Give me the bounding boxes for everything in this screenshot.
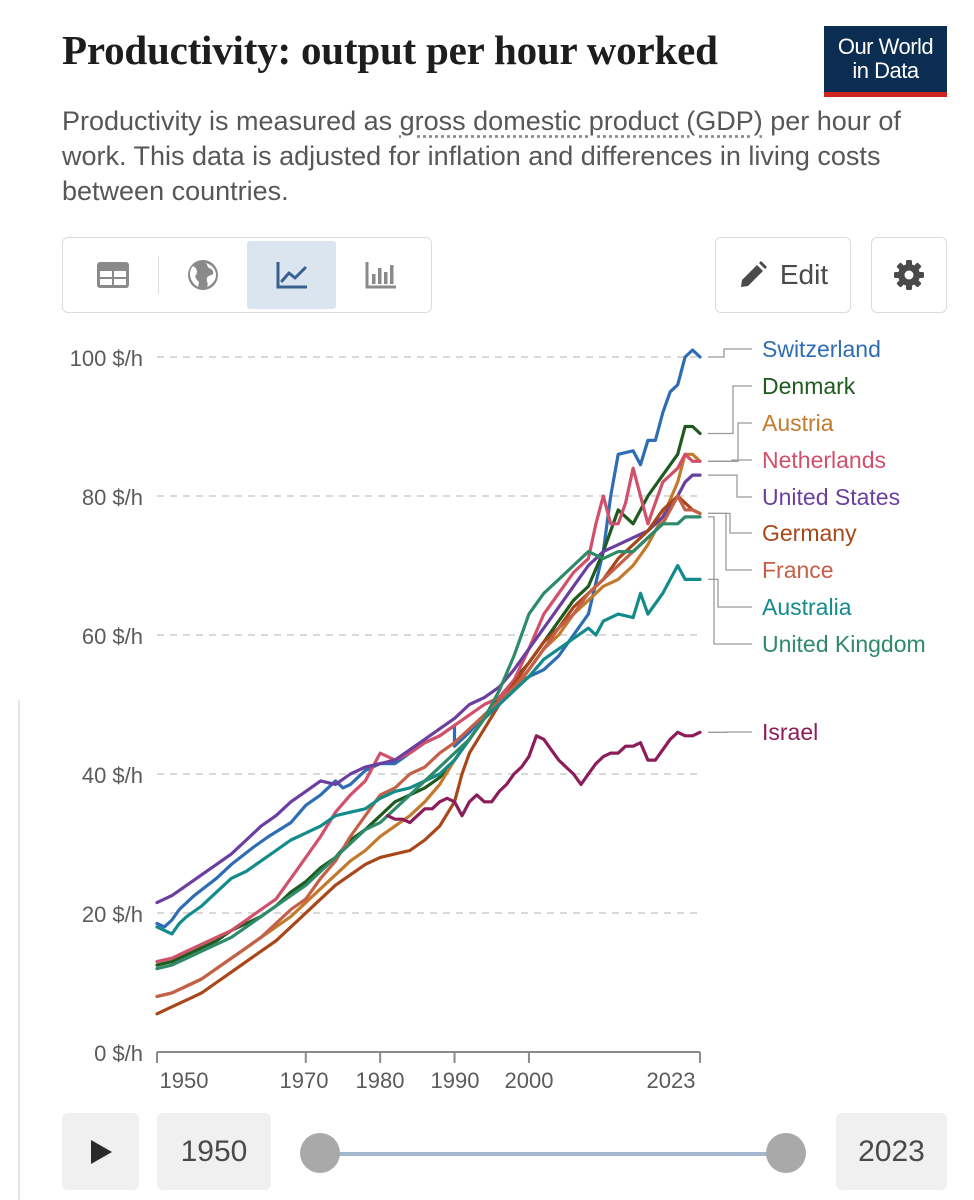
globe-icon	[188, 260, 219, 290]
series-label-denmark: Denmark	[762, 373, 856, 399]
series-label-germany: Germany	[762, 520, 857, 546]
series-line-denmark	[155, 424, 702, 967]
play-icon	[90, 1139, 112, 1164]
y-tick-label: 20 $/h	[82, 902, 143, 927]
x-axis: 1950 1970 1980 1990 2000 2023	[156, 1051, 701, 1093]
y-tick-label: 0 $/h	[94, 1041, 143, 1066]
pencil-icon	[740, 261, 767, 287]
series-line-united-states	[155, 473, 702, 905]
gear-icon	[894, 260, 924, 290]
series-line-australia	[155, 563, 702, 936]
line-chart-icon	[276, 262, 307, 289]
label-connector	[708, 348, 752, 358]
left-border	[18, 700, 20, 1200]
y-tick-label: 80 $/h	[82, 485, 143, 510]
y-tick-label: 40 $/h	[82, 763, 143, 788]
settings-button[interactable]	[871, 237, 947, 313]
x-tick-label: 1970	[280, 1068, 329, 1093]
tab-bar-chart[interactable]	[336, 241, 425, 309]
series-label-united-states: United States	[762, 484, 900, 510]
series-label-austria: Austria	[762, 410, 834, 436]
series-line-france	[155, 494, 702, 998]
edit-button[interactable]: Edit	[715, 237, 851, 313]
series-lines	[155, 348, 702, 1016]
edit-label: Edit	[779, 259, 829, 290]
grid: 0 $/h 20 $/h 40 $/h 60 $/h 80 $/h 100 $/h	[70, 346, 700, 1066]
series-line-netherlands	[155, 452, 702, 964]
series-line-israel	[386, 730, 702, 825]
x-tick-label: 2000	[505, 1068, 554, 1093]
series-labels: Switzerland Denmark Austria Netherlands Unit…	[708, 336, 926, 745]
series-label-france: France	[762, 557, 834, 583]
label-connector	[708, 578, 752, 608]
series-label-israel: Israel	[762, 719, 818, 745]
label-connector	[708, 422, 752, 462]
bar-chart-icon	[365, 262, 396, 289]
series-line-switzerland	[155, 348, 702, 929]
series-label-switzerland: Switzerland	[762, 336, 881, 362]
timeline-end-handle[interactable]	[766, 1133, 806, 1173]
label-connector	[708, 516, 752, 645]
series-label-australia: Australia	[762, 594, 852, 620]
logo-line-1: Our World	[837, 34, 934, 59]
play-button[interactable]	[62, 1113, 139, 1190]
label-connector	[708, 474, 752, 498]
chart-view-tabs	[62, 237, 432, 313]
label-connector	[708, 512, 752, 571]
tab-map[interactable]	[159, 241, 248, 309]
timeline-slider-track[interactable]	[320, 1152, 786, 1156]
tab-table[interactable]	[69, 241, 158, 309]
owid-logo[interactable]: Our World in Data	[824, 26, 947, 97]
table-icon	[97, 262, 130, 288]
x-tick-label: 2023	[647, 1068, 696, 1093]
subtitle-text-1: Productivity is measured as	[62, 106, 400, 136]
subtitle-text-2: per hour of work. This data is adjusted …	[62, 106, 901, 206]
label-connector	[708, 385, 752, 435]
tab-line-chart[interactable]	[247, 241, 337, 309]
series-line-united-kingdom	[155, 515, 702, 971]
x-tick-label: 1980	[356, 1068, 405, 1093]
series-label-netherlands: Netherlands	[762, 447, 886, 473]
series-line-austria	[155, 452, 702, 998]
gdp-link[interactable]: gross domestic product (GDP)	[399, 106, 763, 136]
x-tick-label: 1990	[431, 1068, 480, 1093]
chart-subtitle: Productivity is measured as gross domest…	[62, 104, 942, 209]
series-line-germany	[155, 494, 702, 1016]
line-chart: 0 $/h 20 $/h 40 $/h 60 $/h 80 $/h 100 $/h 195…	[70, 336, 926, 1093]
end-year-box[interactable]: 2023	[836, 1113, 947, 1190]
y-tick-label: 60 $/h	[82, 624, 143, 649]
timeline-start-handle[interactable]	[300, 1133, 340, 1173]
y-tick-label: 100 $/h	[70, 346, 143, 371]
series-label-united-kingdom: United Kingdom	[762, 631, 926, 657]
chart-title: Productivity: output per hour worked	[62, 27, 718, 73]
logo-line-2: in Data	[852, 58, 919, 83]
x-tick-label: 1950	[160, 1068, 209, 1093]
label-connector	[708, 459, 752, 462]
tab-separator	[157, 256, 159, 294]
start-year-box[interactable]: 1950	[157, 1113, 271, 1190]
